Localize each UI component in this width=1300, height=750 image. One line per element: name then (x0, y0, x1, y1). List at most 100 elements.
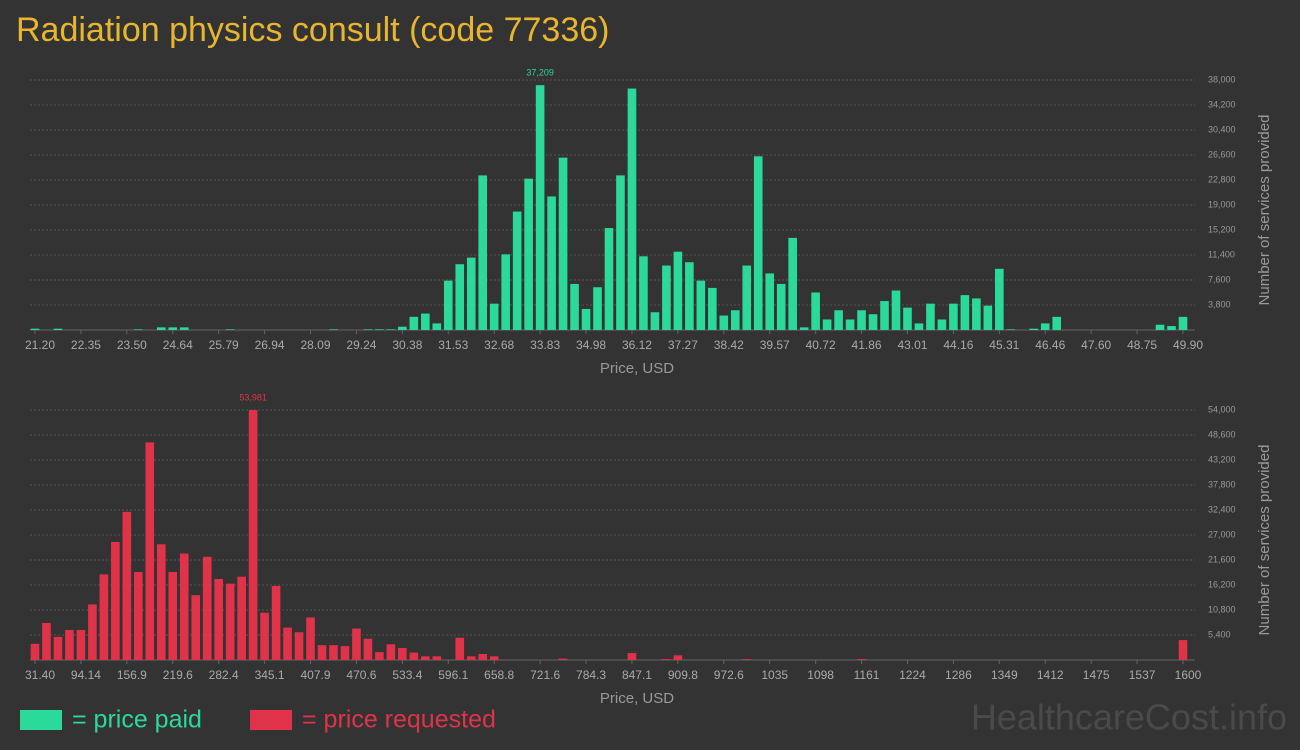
bar (1040, 323, 1050, 330)
bar (730, 310, 740, 330)
bar (455, 637, 465, 660)
bar (995, 268, 1004, 330)
x-tick-label: 36.12 (622, 338, 652, 352)
y-tick-label: 7,600 (1208, 274, 1231, 284)
x-tick-label: 31.53 (438, 338, 468, 352)
bar (788, 237, 797, 330)
bar (179, 553, 189, 660)
y-tick-label: 22,800 (1208, 174, 1236, 184)
bar (926, 303, 935, 330)
bar (811, 292, 820, 330)
x-tick-label: 721.6 (530, 668, 560, 682)
bar (409, 652, 419, 660)
x-tick-label: 33.83 (530, 338, 560, 352)
bar (386, 644, 396, 660)
x-tick-label: 28.09 (301, 338, 331, 352)
bar (524, 178, 533, 330)
bar (547, 196, 556, 330)
bar (581, 308, 591, 330)
legend-swatch (20, 710, 62, 730)
bar (432, 323, 442, 330)
bar (306, 617, 315, 660)
bar (1006, 329, 1016, 330)
legend-swatch (250, 710, 292, 730)
bar (627, 88, 637, 330)
x-tick-label: 847.1 (622, 668, 652, 682)
bar (535, 85, 545, 330)
x-tick-label: 407.9 (301, 668, 331, 682)
x-tick-label: 31.40 (25, 668, 55, 682)
y-axis-title: Number of services provided (1256, 115, 1273, 306)
bar (134, 572, 143, 660)
bar (202, 556, 212, 660)
legend-label: = price paid (72, 706, 202, 734)
bar (352, 628, 361, 660)
bar (673, 251, 683, 330)
x-tick-label: 23.50 (117, 338, 147, 352)
y-tick-label: 26,600 (1208, 149, 1236, 159)
bar (156, 544, 166, 660)
x-tick-label: 1224 (899, 668, 926, 682)
y-tick-label: 5,400 (1208, 629, 1231, 639)
y-tick-label: 21,600 (1208, 554, 1236, 564)
bar (673, 655, 683, 660)
x-tick-label: 21.20 (25, 338, 55, 352)
bar (972, 298, 981, 330)
bar (248, 410, 258, 660)
x-tick-label: 658.8 (484, 668, 514, 682)
bar (937, 319, 947, 330)
x-tick-label: 39.57 (760, 338, 790, 352)
y-tick-label: 37,800 (1208, 479, 1236, 489)
y-tick-label: 10,800 (1208, 604, 1236, 614)
x-tick-label: 48.75 (1127, 338, 1157, 352)
x-tick-label: 32.68 (484, 338, 514, 352)
bar (1029, 328, 1039, 330)
bar (76, 629, 86, 660)
bar (145, 442, 155, 660)
bar (375, 652, 384, 660)
bar (570, 283, 579, 330)
bar (421, 313, 430, 330)
bar (685, 262, 694, 330)
bar (1178, 316, 1188, 330)
peak-label: 53,981 (239, 392, 267, 402)
legend-label: = price requested (302, 706, 496, 734)
x-tick-label: 1161 (854, 668, 880, 682)
x-tick-label: 1475 (1083, 668, 1110, 682)
bar (214, 578, 223, 660)
bar (1052, 316, 1062, 330)
bar (742, 659, 752, 660)
bar (111, 541, 120, 660)
x-tick-label: 1412 (1037, 668, 1064, 682)
x-tick-label: 1035 (761, 668, 788, 682)
y-tick-label: 54,000 (1208, 404, 1236, 414)
x-tick-label: 909.8 (668, 668, 698, 682)
bar (558, 658, 568, 660)
x-tick-label: 46.46 (1035, 338, 1065, 352)
bar (53, 328, 63, 330)
x-tick-label: 94.14 (71, 668, 101, 682)
bar (329, 645, 338, 660)
bar (42, 622, 51, 660)
bar (271, 585, 281, 660)
x-tick-label: 38.42 (714, 338, 744, 352)
bar (834, 310, 843, 330)
x-tick-label: 784.3 (576, 668, 606, 682)
x-tick-label: 45.31 (989, 338, 1019, 352)
x-tick-label: 1600 (1175, 668, 1202, 682)
bar (662, 265, 671, 330)
bar (363, 329, 373, 330)
bar (857, 310, 866, 330)
x-tick-label: 470.6 (346, 668, 376, 682)
bar (627, 653, 637, 660)
bar (983, 305, 993, 330)
x-tick-label: 1286 (945, 668, 972, 682)
bar (398, 326, 407, 330)
bar (501, 254, 510, 330)
bar (857, 659, 866, 660)
x-tick-label: 282.4 (209, 668, 239, 682)
bar (765, 273, 775, 330)
bar (662, 659, 671, 660)
bar (443, 280, 453, 330)
